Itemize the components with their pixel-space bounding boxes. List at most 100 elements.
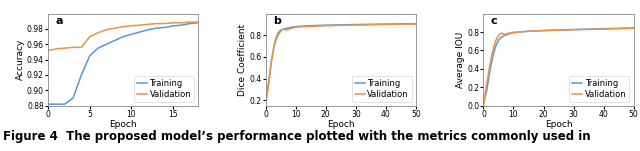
Training	[161, 27, 168, 28]
Training	[509, 32, 517, 34]
Training	[397, 23, 404, 25]
Training	[483, 91, 490, 93]
Validation	[86, 36, 93, 38]
Y-axis label: Accuracy: Accuracy	[16, 39, 25, 80]
Legend: Training, Validation: Training, Validation	[570, 76, 629, 101]
Training	[488, 57, 496, 59]
Validation	[585, 29, 593, 30]
Training	[292, 26, 300, 27]
Line: Validation: Validation	[266, 24, 416, 104]
Validation	[382, 24, 390, 25]
Training	[525, 30, 532, 32]
Training	[271, 43, 278, 45]
Training	[630, 27, 637, 29]
Validation	[509, 31, 517, 33]
Line: Training: Training	[483, 28, 634, 104]
Training	[52, 103, 60, 105]
Validation	[292, 26, 300, 28]
Line: Training: Training	[48, 23, 198, 104]
X-axis label: Epoch: Epoch	[327, 120, 355, 129]
Validation	[352, 24, 360, 26]
Training	[382, 23, 390, 25]
Training	[555, 29, 563, 31]
Training	[102, 43, 110, 45]
Y-axis label: Dice Coefficient: Dice Coefficient	[238, 24, 247, 96]
Training	[500, 35, 508, 36]
Training	[289, 26, 296, 28]
Y-axis label: Average IOU: Average IOU	[456, 32, 465, 88]
Training	[492, 46, 499, 48]
Training	[412, 23, 420, 25]
Validation	[516, 31, 524, 33]
Training	[479, 103, 487, 105]
Training	[265, 80, 273, 82]
Validation	[298, 26, 306, 28]
Validation	[280, 28, 287, 30]
X-axis label: Epoch: Epoch	[109, 120, 137, 129]
Validation	[486, 66, 493, 68]
Training	[486, 73, 493, 74]
Validation	[119, 26, 127, 27]
Validation	[337, 24, 345, 26]
Validation	[498, 32, 506, 34]
Validation	[525, 30, 532, 32]
Validation	[615, 28, 623, 30]
Validation	[94, 32, 102, 34]
Training	[600, 28, 607, 30]
Validation	[492, 40, 499, 42]
Training	[498, 36, 506, 38]
Validation	[274, 32, 282, 34]
Line: Training: Training	[266, 24, 416, 102]
Legend: Training, Validation: Training, Validation	[352, 76, 412, 101]
Validation	[49, 49, 56, 51]
Training	[136, 31, 143, 33]
Training	[298, 25, 306, 27]
Training	[268, 58, 276, 60]
Legend: Training, Validation: Training, Validation	[134, 76, 194, 101]
Validation	[61, 47, 68, 49]
Training	[262, 101, 269, 103]
Validation	[495, 35, 502, 36]
Validation	[555, 29, 563, 31]
Validation	[178, 22, 186, 24]
Validation	[483, 85, 490, 86]
Training	[495, 39, 502, 41]
Validation	[69, 47, 77, 48]
Training	[280, 28, 287, 30]
Training	[127, 33, 135, 35]
Training	[195, 22, 202, 24]
Validation	[500, 33, 508, 35]
Training	[540, 30, 547, 31]
Validation	[144, 23, 152, 25]
Training	[178, 24, 186, 26]
Training	[186, 23, 194, 24]
Validation	[322, 25, 330, 27]
Validation	[102, 29, 110, 31]
Validation	[271, 41, 278, 43]
Validation	[186, 21, 194, 23]
Training	[77, 74, 85, 76]
Validation	[111, 27, 118, 29]
Validation	[504, 33, 511, 34]
Validation	[44, 50, 52, 51]
Validation	[600, 28, 607, 30]
Training	[170, 25, 177, 27]
Training	[111, 40, 118, 41]
Validation	[507, 32, 515, 34]
Validation	[570, 29, 577, 31]
Text: c: c	[491, 16, 497, 26]
Training	[44, 103, 52, 105]
X-axis label: Epoch: Epoch	[545, 120, 572, 129]
Validation	[630, 27, 637, 29]
Validation	[488, 51, 496, 53]
Validation	[195, 21, 202, 23]
Validation	[265, 83, 273, 85]
Validation	[283, 29, 291, 31]
Text: Figure 4  The proposed model’s performance plotted with the metrics commonly use: Figure 4 The proposed model’s performanc…	[3, 130, 591, 143]
Training	[516, 31, 524, 33]
Validation	[412, 23, 420, 25]
Validation	[286, 28, 294, 30]
Validation	[367, 24, 374, 26]
Validation	[307, 26, 315, 27]
Training	[570, 29, 577, 31]
